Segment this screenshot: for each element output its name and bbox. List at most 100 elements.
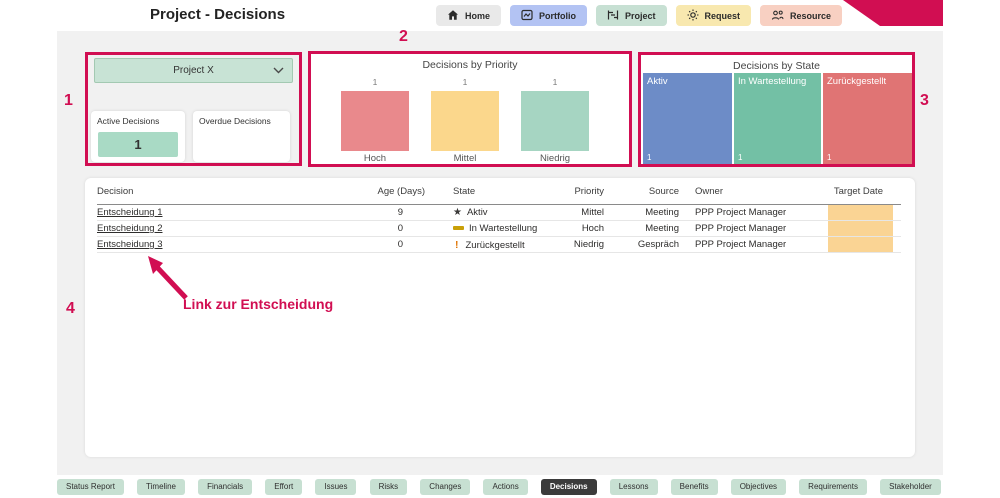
tab-lessons[interactable]: Lessons [609,479,658,495]
source-cell: Meeting [645,223,679,234]
overdue-decisions-card: Overdue Decisions [193,111,290,162]
row-divider [97,236,901,237]
annotation-note: Link zur Entscheidung [183,296,334,312]
callout-number-3: 3 [920,92,929,109]
page-title: Project - Decisions [150,6,286,23]
home-button[interactable]: Home [436,5,502,26]
table-header: Decision Age (Days) State Priority Sourc… [85,186,915,200]
treemap-tile-in-wartestellung[interactable]: In Wartestellung 1 [734,73,821,164]
request-sun-icon [687,9,699,23]
target-date-cell [828,221,893,237]
table-header-divider [97,204,901,205]
bar-hoch[interactable] [341,91,409,151]
age-cell: 0 [397,239,403,250]
callout-number-4: 4 [66,300,75,317]
priority-cell: Niedrig [573,239,604,250]
tab-effort[interactable]: Effort [265,479,303,495]
tab-financials[interactable]: Financials [198,479,253,495]
treemap-tile-aktiv[interactable]: Aktiv 1 [643,73,732,164]
state-cell: Zurückgestellt [453,237,623,254]
priority-chart-title: Decisions by Priority [422,59,518,71]
bar-data-label: 1 [462,77,468,87]
tab-timeline[interactable]: Timeline [137,479,185,495]
bar-category-label: Mittel [453,153,477,164]
bar-niedrig[interactable] [521,91,589,151]
callout-number-1: 1 [64,92,73,109]
decisions-by-state-treemap: Decisions by State Aktiv 1 In Wartestell… [638,52,915,167]
state-cell: Aktiv [453,205,623,221]
home-label: Home [465,10,491,21]
row-divider [97,220,901,221]
resource-people-icon [771,9,784,23]
col-header-state: State [453,186,476,197]
tab-requirements[interactable]: Requirements [799,479,867,495]
target-date-cell [828,205,893,221]
portfolio-label: Portfolio [539,10,577,21]
project-selector-value: Project X [173,65,214,76]
bar-data-label: 1 [372,77,378,87]
col-header-decision: Decision [97,186,134,197]
table-row: Entscheidung 2 0 In Wartestellung Hoch M… [85,221,915,237]
col-header-age: Age (Days) [377,186,425,197]
tile-value: 1 [647,153,652,162]
col-header-priority: Priority [574,186,604,197]
age-cell: 0 [397,223,403,234]
treemap-tile-zurueckgestellt[interactable]: Zurückgestellt 1 [823,73,912,164]
callout-box-1 [85,52,302,166]
project-icon [607,9,619,23]
owner-cell: PPP Project Manager [695,239,787,250]
decision-link[interactable]: Entscheidung 1 [97,207,163,218]
tab-objectives[interactable]: Objectives [730,479,787,495]
active-decisions-card: Active Decisions 1 [91,111,185,162]
table-row: Entscheidung 3 0 Zurückgestellt Niedrig … [85,237,915,253]
project-button[interactable]: Project [596,5,667,26]
decision-link[interactable]: Entscheidung 2 [97,223,163,234]
tab-actions[interactable]: Actions [483,479,528,495]
state-label: Aktiv [466,207,488,218]
report-tab-bar: Status Report Timeline Financials Effort… [57,479,941,495]
annotation-arrow-icon [142,254,190,302]
tile-label: Zurückgestellt [827,76,887,87]
tab-status-report[interactable]: Status Report [57,479,124,495]
tab-risks[interactable]: Risks [369,479,408,495]
state-label: Zurückgestellt [465,240,525,251]
tab-issues[interactable]: Issues [315,479,357,495]
priority-cell: Hoch [581,223,604,234]
source-cell: Meeting [645,207,679,218]
decisions-table: Decision Age (Days) State Priority Sourc… [85,178,915,457]
source-cell: Gespräch [637,239,679,250]
age-cell: 9 [397,207,403,218]
home-icon [447,9,459,23]
portfolio-icon [521,9,533,23]
decisions-by-priority-chart: Decisions by Priority 1 1 1 Hoch Mittel … [308,51,632,167]
decision-link[interactable]: Entscheidung 3 [97,239,163,250]
tab-stakeholder[interactable]: Stakeholder [880,479,941,495]
tile-label: Aktiv [647,76,668,87]
col-header-source: Source [648,186,679,197]
star-icon [453,207,467,218]
target-date-cell [828,237,893,253]
callout-number-2: 2 [399,28,408,45]
state-label: In Wartestellung [469,223,538,234]
overdue-decisions-label: Overdue Decisions [199,116,271,126]
top-nav: Home Portfolio Project Request Resource [436,5,843,26]
request-button[interactable]: Request [675,5,752,26]
table-row: Entscheidung 1 9 Aktiv Mittel Meeting PP… [85,205,915,221]
owner-cell: PPP Project Manager [695,207,787,218]
state-cell: In Wartestellung [453,221,623,237]
tab-benefits[interactable]: Benefits [670,479,718,495]
tile-value: 1 [827,153,832,162]
bar-mittel[interactable] [431,91,499,151]
portfolio-button[interactable]: Portfolio [510,5,588,26]
state-chart-title: Decisions by State [733,60,820,72]
tab-decisions[interactable]: Decisions [540,479,597,495]
project-label: Project [625,10,656,21]
resource-button[interactable]: Resource [760,5,843,26]
brand-corner-ribbon [843,0,943,26]
tile-value: 1 [738,153,743,162]
chevron-down-icon [273,67,284,74]
project-selector[interactable]: Project X [94,58,293,83]
col-header-target-date: Target Date [833,186,883,197]
tab-changes[interactable]: Changes [420,479,471,495]
